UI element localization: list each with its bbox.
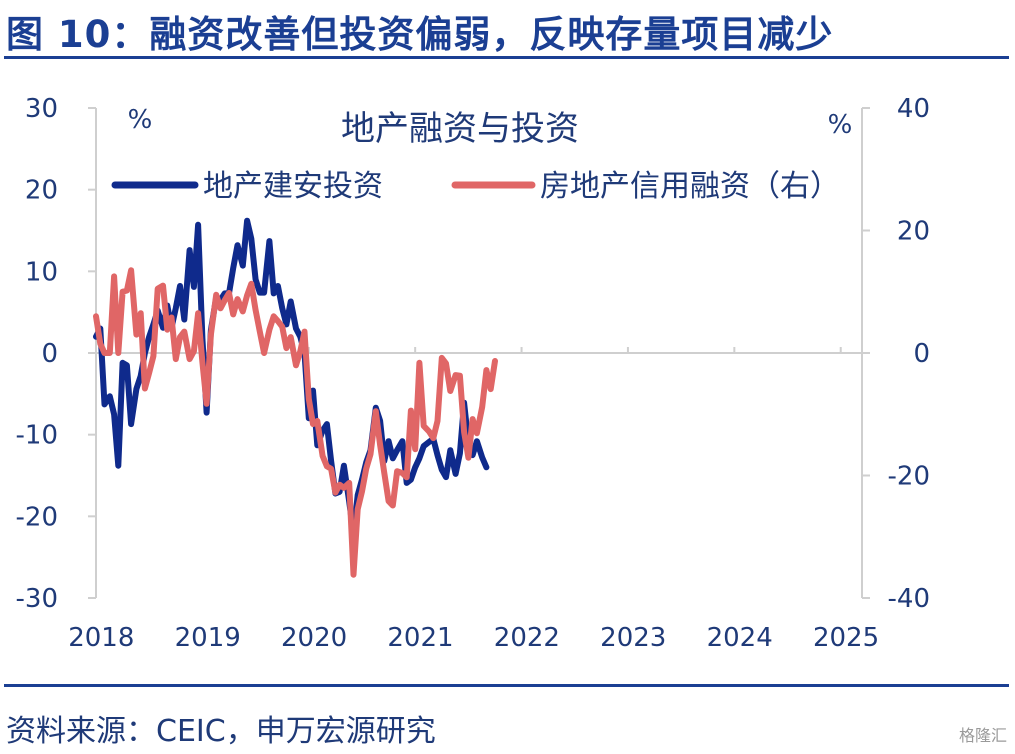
left-tick-label: 10: [25, 257, 58, 287]
left-tick-label: 20: [25, 176, 58, 206]
left-tick-label: 0: [41, 339, 58, 369]
legend-label-financing: 房地产信用融资（右）: [540, 169, 840, 204]
right-tick-label: -40: [888, 584, 930, 614]
line-chart: 30 20 10 0 -10 -20 -30 40 20 0 -20 -40 2018 2019 2020 2…: [16, 94, 930, 653]
right-tick-label: 0: [913, 339, 930, 369]
chart-title: 地产融资与投资: [341, 109, 579, 149]
source-note: 资料来源：CEIC，申万宏源研究: [6, 714, 436, 749]
watermark-logo: 格隆汇: [958, 726, 1007, 745]
top-rule: [4, 56, 1009, 59]
series-line-financing: [93, 267, 498, 578]
figure-title: 图 10：融资改善但投资偏弱，反映存量项目减少: [6, 13, 834, 56]
left-tick-label: -10: [16, 421, 58, 451]
x-tick-label: 2019: [175, 623, 241, 653]
right-tick-label: 40: [897, 94, 930, 124]
legend-label-investment: 地产建安投资: [203, 169, 383, 204]
x-tick-label: 2025: [813, 623, 879, 653]
x-tick-label: 2021: [387, 623, 453, 653]
left-tick-label: -20: [16, 502, 58, 532]
x-tick-label: 2020: [281, 623, 347, 653]
x-tick-label: 2018: [68, 623, 134, 653]
right-tick-label: 20: [897, 217, 930, 247]
right-tick-label: -20: [888, 462, 930, 492]
x-tick-label: 2023: [600, 623, 666, 653]
right-unit-label: %: [828, 110, 853, 140]
left-tick-label: -30: [16, 584, 58, 614]
bottom-rule: [4, 684, 1009, 687]
x-tick-label: 2024: [707, 623, 773, 653]
series-line-investment: [93, 217, 490, 538]
left-tick-label: 30: [25, 94, 58, 124]
x-tick-label: 2022: [494, 623, 560, 653]
left-unit-label: %: [128, 105, 153, 135]
